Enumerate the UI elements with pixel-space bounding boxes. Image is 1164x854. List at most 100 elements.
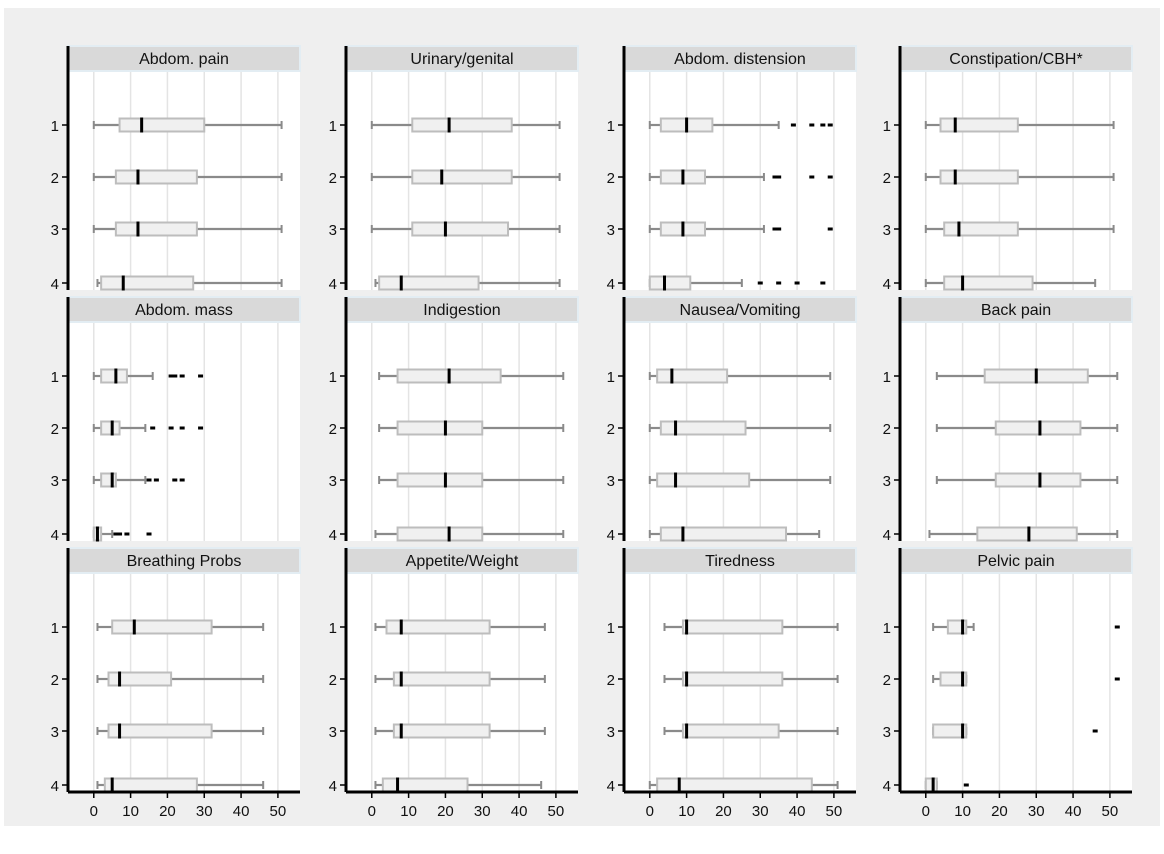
outlier-point: [146, 532, 152, 536]
panel-strip: [623, 547, 857, 574]
panel-strip: [899, 45, 1133, 72]
panel-title: Abdom. mass: [135, 302, 233, 319]
y-tick-label: 2: [883, 672, 891, 689]
y-tick-label: 3: [607, 222, 615, 239]
x-tick-label: 0: [646, 803, 654, 820]
outlier-point: [1114, 625, 1120, 629]
outlier-point: [168, 374, 174, 378]
x-tick-label: 20: [159, 803, 176, 820]
iqr-box: [994, 472, 1082, 488]
y-tick-label: 2: [329, 421, 337, 438]
panel-title: Abdom. pain: [139, 51, 229, 68]
y-tick-label: 3: [607, 724, 615, 741]
panel-title: Appetite/Weight: [406, 553, 519, 570]
y-tick-label: 1: [883, 620, 891, 637]
outlier-point: [1114, 677, 1120, 681]
panel-2: Urinary/genital 1 2 3 4: [329, 45, 579, 293]
y-tick-label: 2: [883, 170, 891, 187]
iqr-box: [681, 671, 784, 687]
panel-strip: [345, 547, 579, 574]
panel-8: Back pain 1 2 3 4: [883, 296, 1133, 544]
y-tick-label: 4: [329, 527, 337, 544]
iqr-box: [392, 671, 491, 687]
outlier-point: [179, 426, 185, 430]
outlier-point: [809, 123, 815, 127]
y-tick-label: 3: [51, 724, 59, 741]
panel-title: Back pain: [981, 302, 1051, 319]
y-tick-label: 1: [883, 369, 891, 386]
outlier-point: [790, 123, 796, 127]
x-tick-label: 10: [400, 803, 417, 820]
y-tick-label: 2: [607, 421, 615, 438]
x-tick-label: 30: [474, 803, 491, 820]
panel-title: Nausea/Vomiting: [680, 302, 801, 319]
x-tick-label: 50: [1102, 803, 1119, 820]
outlier-point: [172, 478, 178, 482]
panel-strip: [67, 296, 301, 323]
x-tick-label: 0: [922, 803, 930, 820]
panel-3: Abdom. distension 1 2 3 4: [607, 45, 857, 293]
iqr-box: [681, 619, 784, 635]
x-tick-label: 50: [826, 803, 843, 820]
iqr-box: [107, 723, 213, 739]
x-tick-label: 30: [1028, 803, 1045, 820]
x-tick-label: 30: [196, 803, 213, 820]
y-tick-label: 3: [329, 724, 337, 741]
iqr-box: [111, 619, 213, 635]
x-tick-label: 0: [90, 803, 98, 820]
y-tick-label: 4: [329, 276, 337, 293]
panel-title: Indigestion: [423, 302, 500, 319]
y-tick-label: 1: [329, 620, 337, 637]
iqr-box: [411, 221, 510, 237]
panel-6: Indigestion 1 2 3 4: [329, 296, 579, 544]
panel-strip: [623, 296, 857, 323]
outlier-point: [757, 281, 763, 285]
y-tick-label: 4: [607, 527, 615, 544]
y-tick-label: 1: [329, 369, 337, 386]
x-tick-label: 50: [270, 803, 287, 820]
iqr-box: [378, 275, 480, 291]
panel-title: Tiredness: [705, 553, 775, 570]
outlier-point: [168, 426, 174, 430]
y-tick-label: 4: [607, 778, 615, 795]
y-tick-label: 1: [51, 369, 59, 386]
x-tick-label: 0: [368, 803, 376, 820]
panel-strip: [345, 296, 579, 323]
iqr-box: [994, 420, 1082, 436]
outlier-point: [794, 281, 800, 285]
y-tick-label: 4: [329, 778, 337, 795]
outlier-point: [198, 426, 204, 430]
iqr-box: [381, 777, 469, 793]
y-tick-label: 3: [607, 473, 615, 490]
iqr-box: [976, 526, 1078, 542]
y-tick-label: 4: [51, 778, 59, 795]
y-tick-label: 4: [51, 276, 59, 293]
panel-strip: [899, 547, 1133, 574]
outlier-point: [820, 123, 826, 127]
x-tick-label: 10: [122, 803, 139, 820]
iqr-box: [100, 275, 195, 291]
y-tick-label: 1: [329, 118, 337, 135]
iqr-box: [656, 472, 751, 488]
y-tick-label: 2: [607, 170, 615, 187]
outlier-point: [113, 532, 119, 536]
iqr-box: [939, 169, 1019, 185]
boxplot-grid: Abdom. pain1234Urinary/genital1234Abdom.…: [51, 45, 1133, 820]
y-tick-label: 4: [883, 778, 891, 795]
panel-strip: [899, 296, 1133, 323]
iqr-box: [396, 420, 484, 436]
y-tick-label: 1: [607, 118, 615, 135]
outlier-point: [776, 227, 782, 231]
outlier-point: [172, 374, 178, 378]
outlier-point: [809, 175, 815, 179]
y-tick-label: 3: [883, 473, 891, 490]
outlier-point: [776, 281, 782, 285]
panel-strip: [67, 45, 301, 72]
iqr-box: [100, 368, 128, 384]
iqr-box: [943, 275, 1034, 291]
x-tick-label: 40: [789, 803, 806, 820]
outlier-point: [827, 227, 833, 231]
iqr-box: [411, 117, 513, 133]
x-tick-label: 40: [1065, 803, 1082, 820]
